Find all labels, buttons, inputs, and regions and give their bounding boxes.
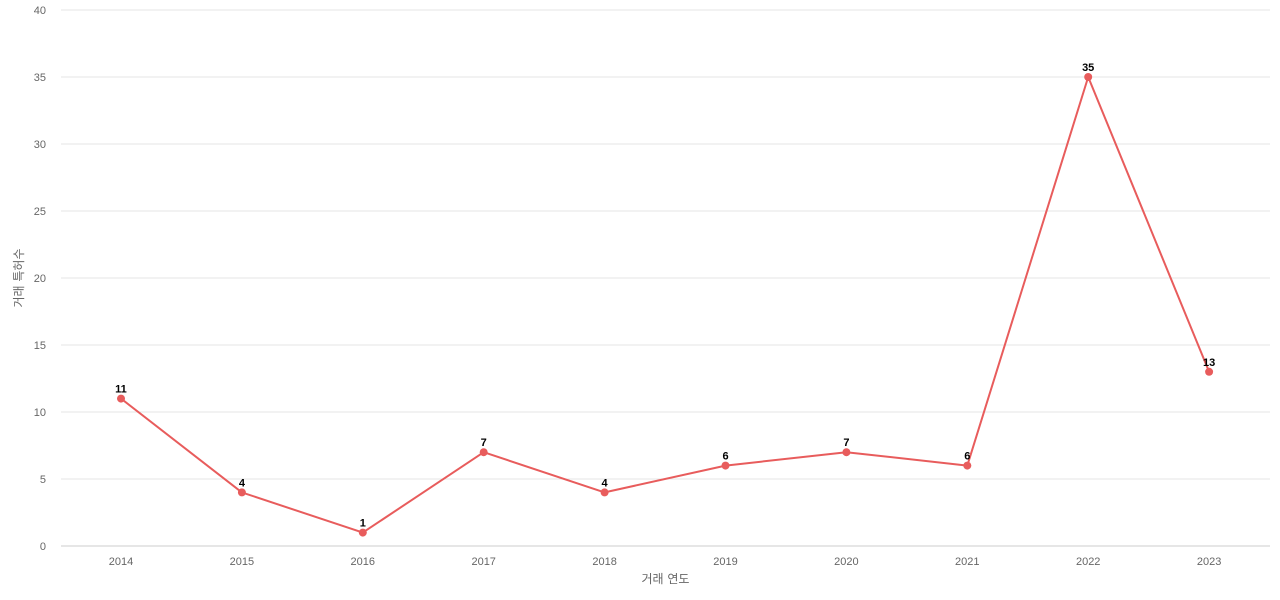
- y-tick-label: 25: [34, 206, 46, 218]
- y-tick-label: 30: [34, 139, 46, 151]
- x-tick-label: 2022: [1076, 556, 1100, 568]
- data-label-2023: 13: [1203, 357, 1215, 369]
- data-label-2018: 4: [602, 477, 609, 489]
- data-labels: 11 4 1 7 4 6 7 6 35 13: [115, 62, 1215, 530]
- y-axis-title: 거래 특허수: [12, 248, 26, 307]
- data-label-2016: 1: [360, 518, 366, 530]
- data-point-2016[interactable]: [358, 528, 367, 537]
- data-label-2020: 7: [843, 437, 849, 449]
- y-tick-label: 20: [34, 273, 46, 285]
- data-point-2023[interactable]: [1205, 367, 1214, 376]
- data-point-2019[interactable]: [721, 461, 730, 470]
- y-tick-label: 40: [34, 5, 46, 17]
- y-tick-label: 10: [34, 407, 46, 419]
- y-tick-label: 0: [40, 541, 46, 553]
- grid-layer: [61, 9, 1270, 547]
- data-label-2014: 11: [115, 384, 127, 396]
- x-tick-label: 2020: [834, 556, 858, 568]
- data-point-2017[interactable]: [479, 448, 488, 457]
- x-tick-label: 2021: [955, 556, 979, 568]
- data-label-2015: 4: [239, 477, 246, 489]
- x-tick-label: 2018: [592, 556, 616, 568]
- data-point-2020[interactable]: [842, 448, 851, 457]
- y-tick-label: 35: [34, 72, 46, 84]
- x-tick-label: 2015: [230, 556, 254, 568]
- x-tick-label: 2019: [713, 556, 737, 568]
- series-layer: [117, 73, 1214, 537]
- data-point-2018[interactable]: [600, 488, 609, 497]
- data-label-2017: 7: [481, 437, 487, 449]
- x-tick-label: 2017: [471, 556, 495, 568]
- data-label-2019: 6: [722, 451, 728, 463]
- x-tick-label: 2014: [109, 556, 133, 568]
- data-label-2021: 6: [964, 451, 970, 463]
- data-point-2021[interactable]: [963, 461, 972, 470]
- y-tick-label: 5: [40, 474, 46, 486]
- y-axis-ticks: 0 5 10 15 20 25 30 35 40: [34, 5, 46, 553]
- data-point-2022[interactable]: [1084, 73, 1093, 81]
- x-axis-title: 거래 연도: [642, 572, 690, 586]
- data-point-2015[interactable]: [237, 488, 246, 497]
- data-label-2022: 35: [1082, 62, 1094, 74]
- series-line: [120, 76, 1211, 534]
- x-axis-ticks: 2014 2015 2016 2017 2018 2019 2020 2021 2022 2023: [109, 556, 1222, 568]
- x-tick-label: 2023: [1197, 556, 1221, 568]
- y-tick-label: 15: [34, 340, 46, 352]
- data-point-2014[interactable]: [117, 394, 125, 403]
- x-tick-label: 2016: [351, 556, 375, 568]
